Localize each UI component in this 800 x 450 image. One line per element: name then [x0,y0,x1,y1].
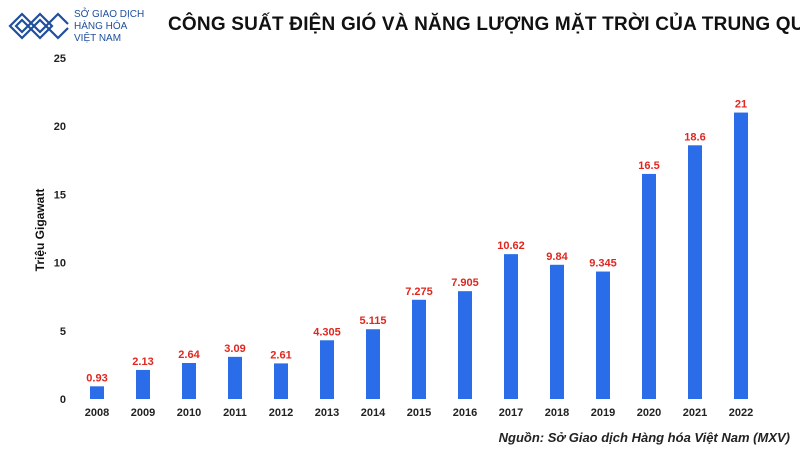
source-note: Nguồn: Sở Giao dịch Hàng hóa Việt Nam (M… [498,430,790,445]
y-axis-label: Triệu Gigawatt [33,189,47,272]
y-tick-label: 10 [54,258,66,270]
y-tick-label: 5 [60,326,66,338]
data-label: 21 [735,99,747,111]
y-tick-label: 0 [60,394,66,406]
x-tick-label: 2020 [637,407,661,419]
bar [596,271,610,399]
data-label: 10.62 [497,240,525,252]
y-axis-ticks: 0 5 10 15 20 25 [54,53,66,406]
bar [734,112,748,399]
x-tick-label: 2017 [499,407,523,419]
bar [274,363,288,399]
y-tick-label: 20 [54,121,66,133]
bar [228,356,242,399]
bar [90,386,104,399]
data-label: 18.6 [684,131,705,143]
x-tick-label: 2019 [591,407,615,419]
data-label: 9.84 [546,251,568,263]
bar [412,299,426,399]
data-label: 3.09 [224,343,245,355]
logo-line-2: HÀNG HÓA [74,21,128,32]
bar [642,173,656,399]
data-label: 5.115 [360,315,387,327]
bar [136,369,150,399]
x-tick-label: 2013 [315,407,339,419]
data-label: 4.305 [313,326,341,338]
data-label: 16.5 [638,160,659,172]
x-tick-label: 2008 [85,407,109,419]
logo-line-1: SỞ GIAO DỊCH [74,9,145,20]
bar [550,264,564,399]
logo-mark-icon [8,12,69,40]
data-label: 2.61 [270,349,291,361]
x-tick-label: 2009 [131,407,155,419]
data-label: 0.93 [86,372,107,384]
x-tick-label: 2014 [361,407,386,419]
x-tick-label: 2018 [545,407,569,419]
x-tick-label: 2021 [683,407,707,419]
bar [320,340,334,399]
data-label: 2.64 [178,349,200,361]
chart-title: CÔNG SUẤT ĐIỆN GIÓ VÀ NĂNG LƯỢNG MẶT TRỜ… [168,14,800,35]
data-label: 9.345 [589,258,617,270]
x-tick-label: 2016 [453,407,477,419]
logo: SỞ GIAO DỊCH HÀNG HÓA VIỆT NAM [8,6,168,50]
x-tick-label: 2011 [223,407,247,419]
bar [366,329,380,399]
y-tick-label: 25 [54,53,66,65]
x-tick-label: 2022 [729,407,753,419]
bar [504,254,518,399]
x-tick-label: 2015 [407,407,431,419]
bars [90,112,748,399]
data-labels: 0.93 2.13 2.64 3.09 2.61 4.305 5.115 7.275 7.905… [86,99,747,385]
bar [458,291,472,399]
y-tick-label: 15 [54,189,66,201]
x-tick-label: 2010 [177,407,201,419]
x-axis-ticks: 2008 2009 2010 2011 2012 2013 2014 2015 2016 2017… [85,407,753,419]
data-label: 7.275 [405,286,433,298]
data-label: 7.905 [451,277,479,289]
x-tick-label: 2012 [269,407,293,419]
data-label: 2.13 [132,356,153,368]
logo-line-3: VIỆT NAM [74,33,122,44]
bar [182,362,196,399]
bar-chart: Triệu Gigawatt 0 5 10 15 20 25 0.93 2.13 2.64 3.… [33,53,753,419]
bar [688,145,702,399]
